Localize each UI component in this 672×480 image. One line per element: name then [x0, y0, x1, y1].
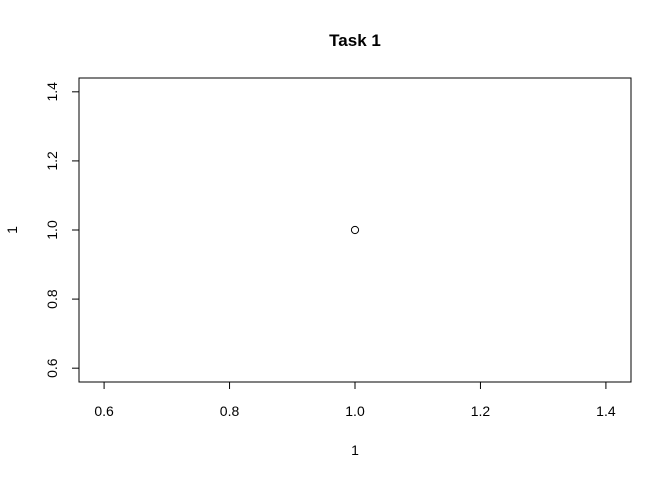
y-tick-label: 0.8 [44, 289, 60, 309]
x-tick-label: 1.2 [471, 403, 491, 419]
x-axis-label: 1 [351, 442, 359, 458]
data-points [350, 225, 360, 235]
x-tick-label: 1.4 [596, 403, 616, 419]
y-tick-label: 1.2 [44, 151, 60, 171]
y-tick-label: 1.0 [44, 220, 60, 240]
x-axis: 0.6 0.8 1.0 1.2 1.4 [94, 381, 616, 419]
y-tick-label: 1.4 [44, 82, 60, 102]
x-tick-label: 1.0 [345, 403, 365, 419]
y-tick-label: 0.6 [44, 358, 60, 378]
y-axis-label: 1 [4, 226, 20, 234]
y-axis: 0.6 0.8 1.0 1.2 1.4 [44, 82, 80, 378]
x-tick-label: 0.8 [220, 403, 240, 419]
chart-title: Task 1 [329, 31, 381, 50]
x-tick-label: 0.6 [94, 403, 114, 419]
data-point [350, 225, 360, 235]
plot-frame [78, 77, 632, 383]
